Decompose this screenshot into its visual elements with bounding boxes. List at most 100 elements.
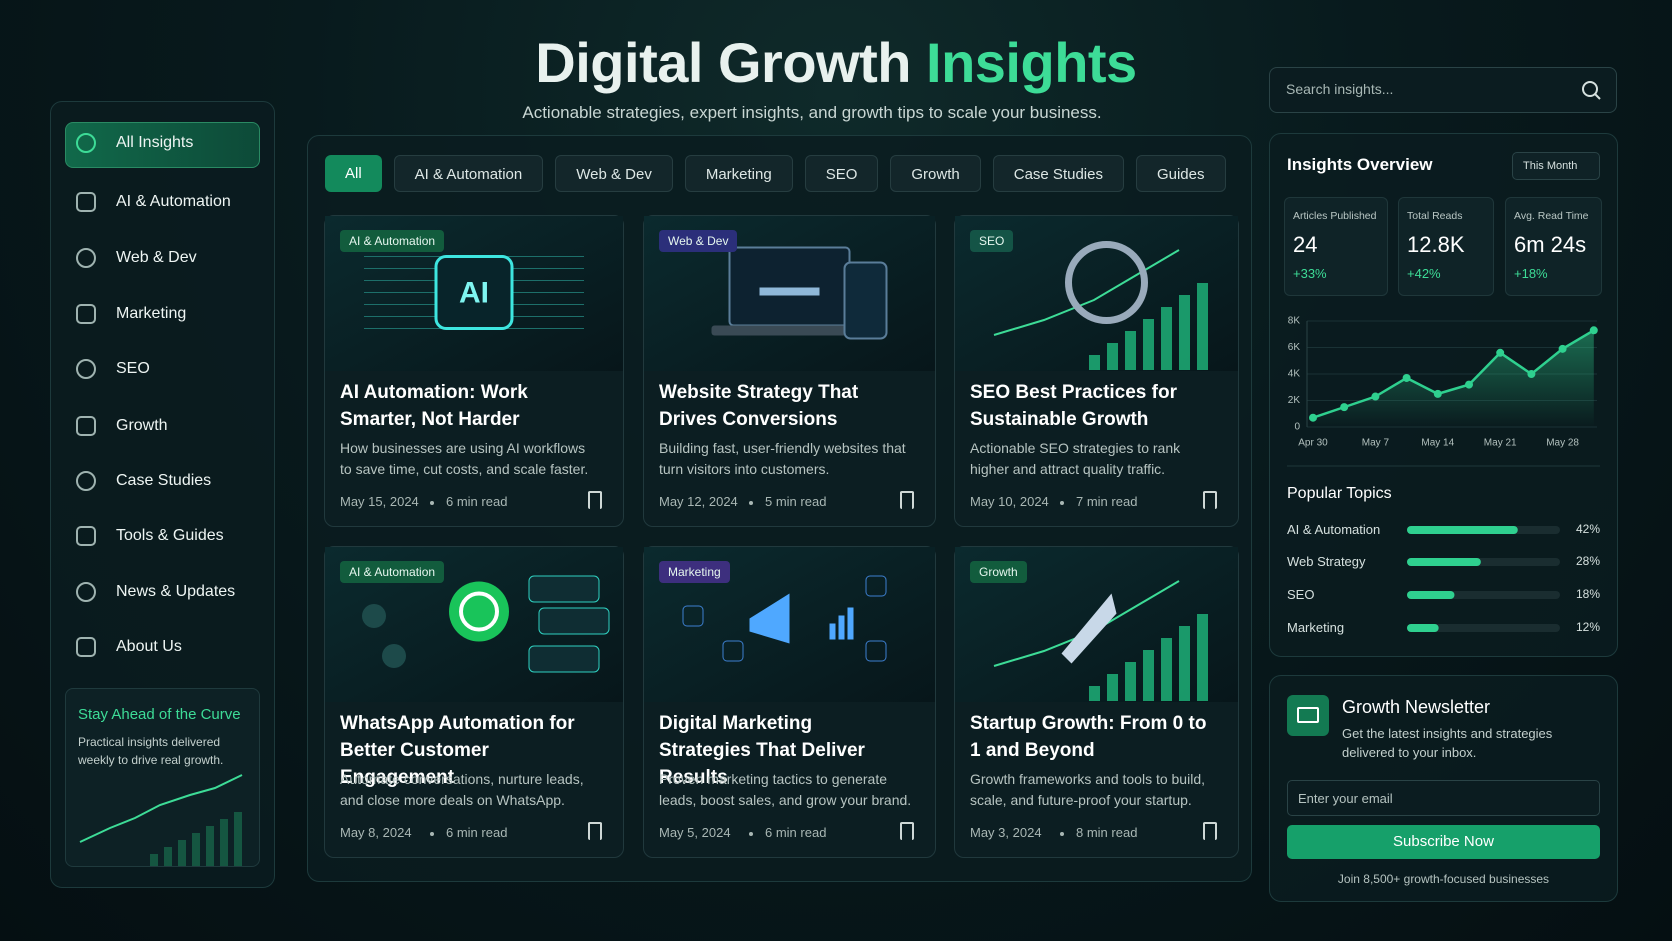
separator-dot [1060, 501, 1064, 505]
sidebar-item[interactable]: SEO [116, 360, 150, 377]
separator-dot [1060, 832, 1064, 836]
separator-dot [749, 832, 753, 836]
topics-title: Popular Topics [1287, 485, 1392, 502]
sidebar-icon [76, 582, 96, 602]
article-card[interactable] [954, 546, 1239, 858]
card-description: Proven marketing tactics to generate lea… [659, 771, 912, 808]
sidebar-item[interactable]: News & Updates [116, 583, 236, 600]
email-input[interactable]: Enter your email [1287, 780, 1600, 816]
card-description: Automate conversations, nurture leads, a… [340, 771, 584, 808]
card-title: Startup Growth: From 0 to 1 and Beyond [970, 713, 1207, 761]
card-date: May 10, 2024 [970, 494, 1049, 509]
search-placeholder: Search insights... [1286, 81, 1394, 97]
card-title: SEO Best Practices for Sustainable Growt… [970, 382, 1177, 430]
newsletter-footnote: Join 8,500+ growth-focused businesses [1337, 872, 1550, 886]
sidebar-item[interactable]: About Us [116, 638, 182, 655]
sidebar-item[interactable]: All Insights [116, 134, 194, 151]
overview-title: Insights Overview [1287, 155, 1433, 174]
filter-tab[interactable]: Case Studies [992, 155, 1124, 192]
newsletter-text: Get the latest insights and strategies d… [1342, 726, 1553, 760]
subscribe-button[interactable]: Subscribe Now [1287, 825, 1600, 859]
title-main: Digital Growth [535, 31, 911, 94]
email-placeholder: Enter your email [1298, 791, 1393, 806]
article-card[interactable] [643, 215, 936, 527]
card-title: Digital Marketing Strategies That Delive… [659, 713, 865, 788]
card-tag: SEO [970, 230, 1014, 252]
sidebar-icon [76, 526, 96, 546]
topic-name: AI & Automation [1287, 522, 1381, 537]
card-read-time: 6 min read [446, 494, 508, 509]
article-card[interactable] [643, 546, 936, 858]
filter-tab[interactable]: Guides [1135, 155, 1226, 192]
sidebar-item[interactable]: Tools & Guides [116, 527, 224, 544]
stat-label: Total Reads [1407, 210, 1463, 222]
card-read-time: 6 min read [446, 825, 508, 840]
mail-glyph [1297, 707, 1319, 723]
card-description: Actionable SEO strategies to rank higher… [970, 440, 1181, 477]
stat-change: +33% [1293, 266, 1327, 281]
mail-icon [1287, 695, 1329, 736]
sidebar-item[interactable]: Case Studies [116, 472, 212, 489]
stat-value: 24 [1293, 232, 1318, 257]
sidebar-item[interactable]: Growth [116, 417, 168, 434]
filter-row: All AI & Automation Web & Dev Marketing SEO G… [325, 155, 1226, 192]
stat-label: Articles Published [1293, 210, 1377, 222]
card-read-time: 5 min read [765, 494, 827, 509]
filter-tab[interactable]: AI & Automation [393, 155, 544, 192]
sidebar-item[interactable]: Web & Dev [116, 249, 197, 266]
stat-change: +18% [1514, 266, 1548, 281]
article-card[interactable] [954, 215, 1239, 527]
article-card[interactable] [324, 215, 624, 527]
card-tag: AI & Automation [340, 561, 445, 583]
topic-value: 42% [1575, 522, 1600, 536]
card-description: Growth frameworks and tools to build, sc… [970, 771, 1205, 808]
period-label: This Month [1523, 160, 1578, 172]
bookmark[interactable] [588, 491, 602, 509]
card-date: May 12, 2024 [659, 494, 738, 509]
card-tag: Growth [970, 561, 1027, 583]
sidebar-icon [76, 471, 96, 491]
promo-text: Practical insights delivered weekly to d… [78, 735, 224, 767]
filter-tab[interactable]: All [325, 155, 382, 192]
sidebar-item[interactable]: Marketing [116, 305, 187, 322]
topic-value: 28% [1575, 554, 1600, 568]
subtitle: Actionable strategies, expert insights, … [522, 103, 1102, 122]
stat-box [1398, 197, 1494, 296]
filter-tab[interactable]: Growth [890, 155, 981, 192]
card-description: How businesses are using AI workflows to… [340, 440, 589, 477]
stat-value: 12.8K [1407, 232, 1465, 257]
sidebar-icon [76, 359, 96, 379]
card-date: May 5, 2024 [659, 825, 731, 840]
active-item-bg [65, 122, 260, 168]
card-description: Building fast, user-friendly websites th… [659, 440, 906, 477]
bookmark[interactable] [1203, 822, 1217, 840]
search-box[interactable]: Search insights... [1269, 67, 1617, 113]
bookmark[interactable] [900, 491, 914, 509]
period-select[interactable]: This Month [1512, 152, 1600, 180]
page-title: Digital Growth Insights [0, 30, 1672, 95]
topic-name: Web Strategy [1287, 554, 1366, 569]
stat-change: +42% [1407, 266, 1441, 281]
sidebar-icon [76, 304, 96, 324]
bookmark[interactable] [900, 822, 914, 840]
stat-label: Avg. Read Time [1514, 210, 1589, 222]
bookmark[interactable] [1203, 491, 1217, 509]
stat-value: 6m 24s [1514, 232, 1587, 257]
article-card[interactable] [324, 546, 624, 858]
filter-tab[interactable]: Marketing [684, 155, 793, 192]
topic-value: 18% [1575, 587, 1600, 601]
sidebar-icon [76, 192, 96, 212]
separator-dot [430, 832, 434, 836]
card-tag: Marketing [659, 561, 730, 583]
filter-tab[interactable]: SEO [804, 155, 879, 192]
stat-box [1284, 197, 1388, 296]
bookmark[interactable] [588, 822, 602, 840]
card-title: WhatsApp Automation for Better Customer … [340, 713, 575, 788]
sidebar-icon [76, 248, 96, 268]
filter-tab[interactable]: Web & Dev [555, 155, 673, 192]
stat-box [1505, 197, 1602, 296]
sidebar-item[interactable]: AI & Automation [116, 193, 231, 210]
card-date: May 8, 2024 [340, 825, 412, 840]
